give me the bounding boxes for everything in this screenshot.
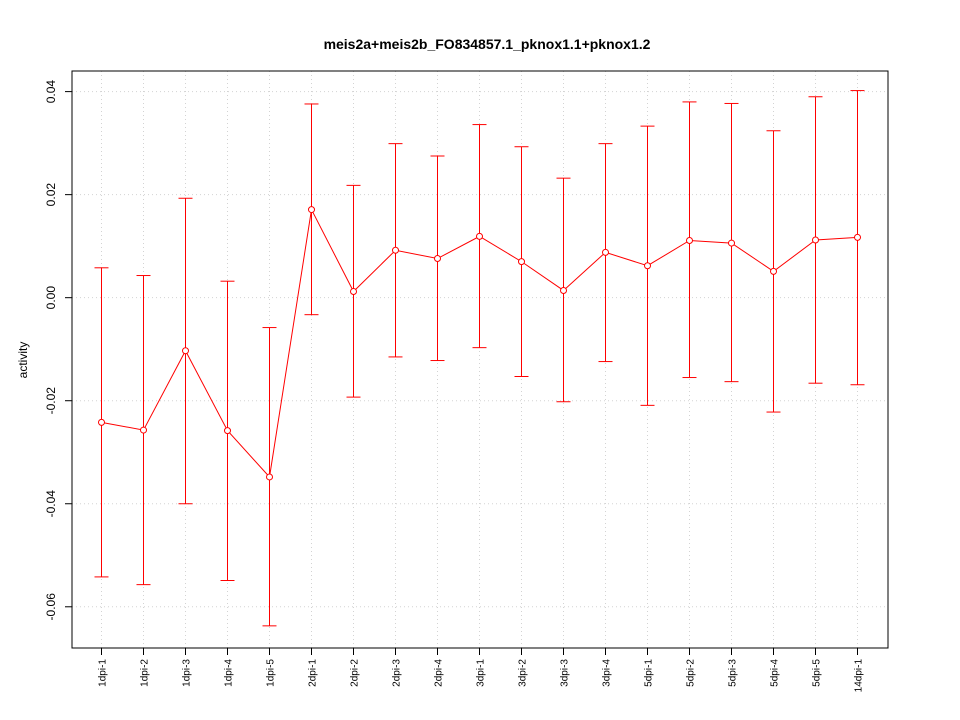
x-tick-label: 3dpi-1 xyxy=(476,659,487,687)
data-point xyxy=(350,287,357,295)
x-axis: 1dpi-1 1dpi-2 1dpi-3 1dpi-4 1dpi-5 2dpi-1 2dpi… xyxy=(98,647,865,693)
data-points xyxy=(98,206,861,481)
x-tick-label: 5dpi-1 xyxy=(644,659,655,687)
data-point xyxy=(476,232,483,240)
error-bars xyxy=(94,90,865,627)
data-point xyxy=(644,262,651,270)
y-axis-label: activity xyxy=(16,342,30,379)
data-point xyxy=(98,418,105,426)
data-point xyxy=(560,286,567,294)
x-tick-label: 2dpi-4 xyxy=(434,659,445,687)
data-point xyxy=(686,236,693,244)
x-tick-label: 1dpi-1 xyxy=(98,659,109,687)
x-tick-label: 5dpi-5 xyxy=(812,659,823,687)
x-tick-label: 5dpi-3 xyxy=(728,659,739,687)
x-tick-label: 1dpi-5 xyxy=(266,659,277,687)
data-point xyxy=(518,258,525,266)
x-tick-label: 3dpi-2 xyxy=(518,659,529,687)
y-tick-label: -0.06 xyxy=(44,593,58,621)
chart-title: meis2a+meis2b_FO834857.1_pknox1.1+pknox1… xyxy=(324,36,651,52)
data-point xyxy=(392,246,399,254)
data-point xyxy=(224,427,231,435)
x-tick-label: 1dpi-4 xyxy=(224,659,235,687)
x-tick-label: 2dpi-2 xyxy=(350,659,361,687)
x-tick-label: 2dpi-1 xyxy=(308,659,319,687)
data-point xyxy=(770,267,777,275)
y-axis: -0.06 -0.04 -0.02 0.00 0.02 0.04 xyxy=(44,80,72,621)
x-tick-label: 1dpi-3 xyxy=(182,659,193,687)
y-tick-label: -0.04 xyxy=(44,490,58,518)
data-point xyxy=(182,347,189,355)
y-tick-label: 0.02 xyxy=(44,183,58,207)
data-point xyxy=(308,206,315,214)
x-tick-label: 1dpi-2 xyxy=(140,659,151,687)
x-tick-label: 3dpi-4 xyxy=(602,659,613,687)
y-tick-label: 0.04 xyxy=(44,80,58,104)
data-point xyxy=(728,239,735,247)
data-point xyxy=(434,255,441,263)
x-tick-label: 14dpi-1 xyxy=(854,659,865,693)
data-point xyxy=(266,473,273,481)
x-tick-label: 5dpi-2 xyxy=(686,659,697,687)
y-tick-label: 0.00 xyxy=(44,286,58,310)
data-point xyxy=(812,236,819,244)
x-tick-label: 3dpi-3 xyxy=(560,659,571,687)
x-tick-label: 2dpi-3 xyxy=(392,659,403,687)
data-point xyxy=(854,233,861,241)
plot-frame xyxy=(71,70,889,649)
data-point xyxy=(140,426,147,434)
x-tick-label: 5dpi-4 xyxy=(770,659,781,687)
data-point xyxy=(602,248,609,256)
y-tick-label: -0.02 xyxy=(44,387,58,415)
